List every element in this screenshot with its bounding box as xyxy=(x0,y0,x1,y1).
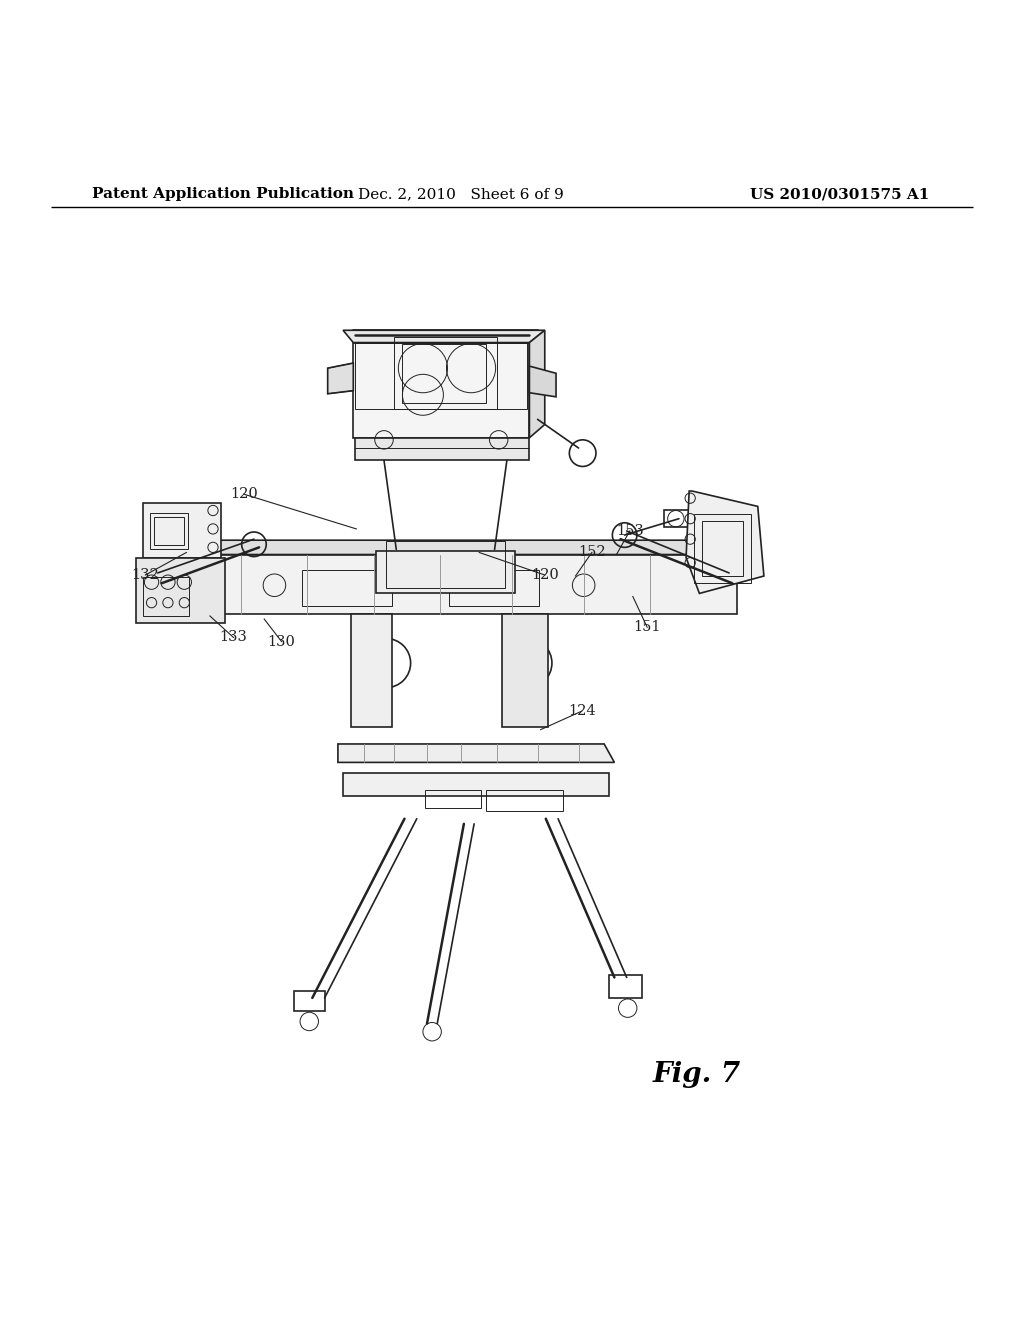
Polygon shape xyxy=(355,438,529,461)
Text: US 2010/0301575 A1: US 2010/0301575 A1 xyxy=(750,187,930,201)
Polygon shape xyxy=(143,503,221,557)
Bar xyxy=(294,991,325,1011)
Text: 152: 152 xyxy=(579,545,605,560)
Text: Patent Application Publication: Patent Application Publication xyxy=(92,187,354,201)
Bar xyxy=(386,541,505,589)
Bar xyxy=(143,577,189,616)
Polygon shape xyxy=(529,366,556,397)
Polygon shape xyxy=(353,343,529,438)
Polygon shape xyxy=(152,554,737,614)
Bar xyxy=(694,513,751,583)
Text: 130: 130 xyxy=(267,635,296,648)
Bar xyxy=(355,343,527,409)
Polygon shape xyxy=(338,744,614,763)
Bar xyxy=(664,511,692,527)
Polygon shape xyxy=(686,491,764,594)
Text: Fig. 7: Fig. 7 xyxy=(652,1061,740,1088)
Text: 153: 153 xyxy=(615,524,644,539)
Bar xyxy=(394,338,497,409)
Text: 132: 132 xyxy=(131,568,160,582)
Text: 151: 151 xyxy=(634,620,660,634)
Polygon shape xyxy=(529,330,545,438)
Polygon shape xyxy=(502,614,548,726)
Bar xyxy=(486,791,563,810)
Polygon shape xyxy=(376,552,515,594)
Polygon shape xyxy=(136,557,225,623)
Polygon shape xyxy=(152,540,737,554)
Polygon shape xyxy=(351,614,392,726)
Bar xyxy=(449,570,539,606)
Text: 124: 124 xyxy=(568,704,595,718)
Text: Dec. 2, 2010   Sheet 6 of 9: Dec. 2, 2010 Sheet 6 of 9 xyxy=(358,187,563,201)
Bar xyxy=(150,512,188,549)
Bar xyxy=(609,975,642,998)
Bar xyxy=(425,791,481,808)
Text: 133: 133 xyxy=(219,631,248,644)
Text: 120: 120 xyxy=(229,487,258,502)
Bar xyxy=(154,516,184,545)
Bar xyxy=(702,520,743,576)
Bar xyxy=(402,343,486,403)
Polygon shape xyxy=(343,330,545,343)
Polygon shape xyxy=(328,363,353,393)
Polygon shape xyxy=(343,772,609,796)
Text: 120: 120 xyxy=(530,568,559,582)
Bar xyxy=(302,570,392,606)
